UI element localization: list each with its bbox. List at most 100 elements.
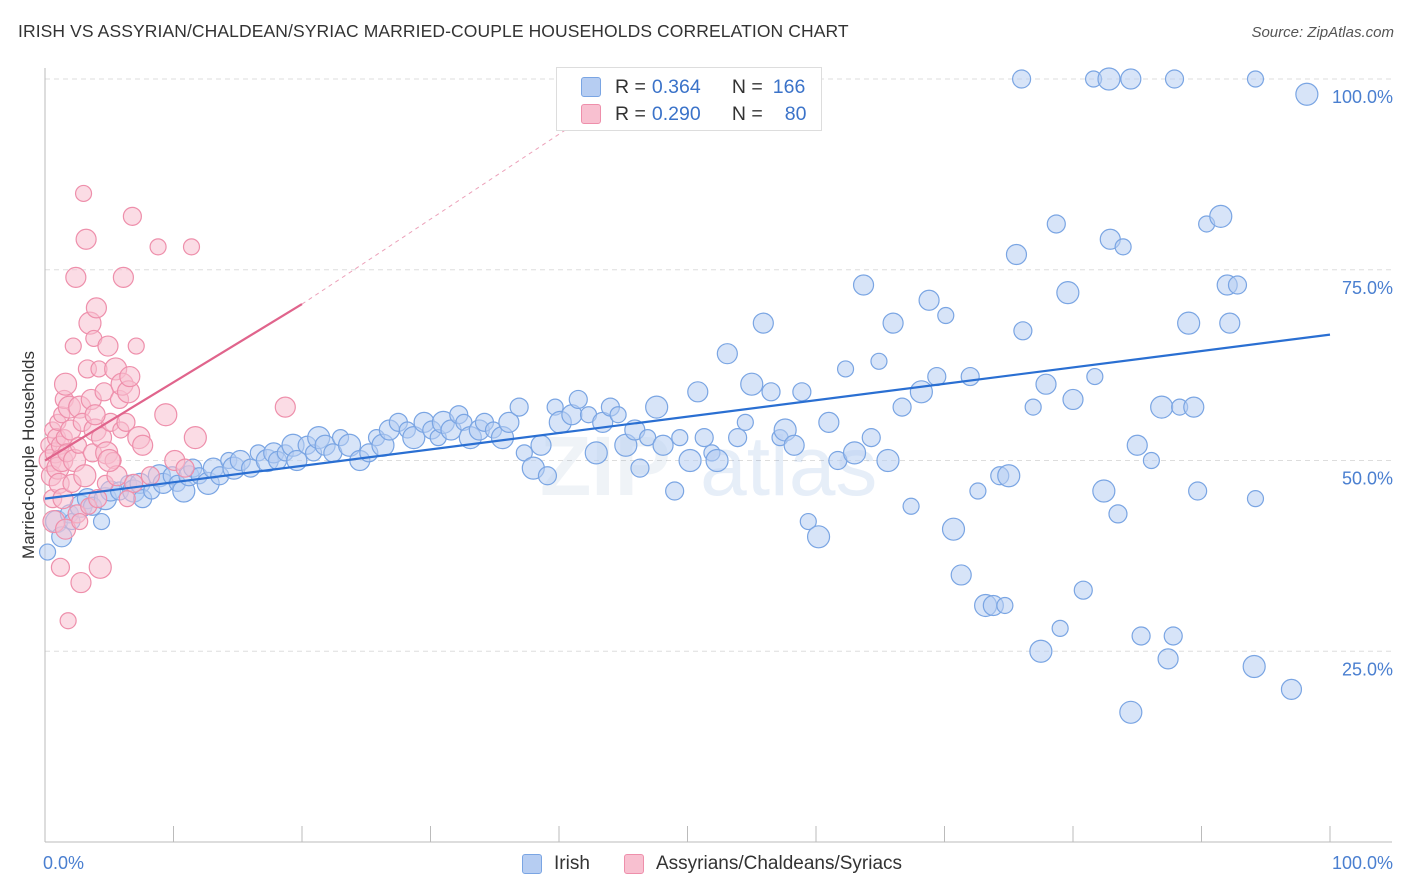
assyrian-point: [183, 426, 207, 450]
irish-point: [1035, 373, 1057, 395]
irish-point: [337, 433, 362, 457]
legend-row-irish: R = 0.364 N = 166: [581, 74, 805, 100]
grid-lines: [45, 78, 1392, 652]
irish-point: [1126, 434, 1148, 456]
irish-point: [639, 429, 657, 447]
irish-n-label: N =: [731, 75, 763, 98]
irish-point: [1227, 275, 1248, 295]
assyrian-point: [54, 518, 77, 540]
irish-point: [969, 482, 987, 500]
irish-point: [1209, 204, 1233, 228]
irish-r-label: R =: [615, 75, 646, 98]
irish-point: [1163, 626, 1183, 646]
irish-point: [799, 512, 817, 531]
irish-point: [1073, 580, 1093, 600]
assyrian-point: [88, 555, 112, 579]
irish-point: [870, 352, 888, 370]
legend-item-irish: Irish: [522, 852, 590, 876]
assyrian-point: [182, 238, 201, 256]
irish-point: [1164, 69, 1185, 89]
irish-n-value: 166: [772, 75, 806, 98]
irish-point: [927, 366, 947, 387]
y-tick-label: 50.0%: [1342, 469, 1393, 489]
assyrian-point: [122, 206, 142, 226]
assyrian-legend-label: Assyrians/Chaldeans/Syriacs: [656, 853, 903, 874]
irish-point: [1150, 395, 1174, 419]
assyrian-point: [64, 337, 82, 355]
irish-point: [882, 312, 904, 334]
assyrian-point: [127, 337, 145, 355]
tick-labels: 100.0% 75.0% 50.0% 25.0% 0.0% 100.0%: [43, 87, 1393, 873]
legend-row-assyrian: R = 0.290 N = 80: [581, 101, 806, 127]
irish-legend-swatch: [522, 854, 542, 874]
irish-point: [568, 389, 588, 410]
irish-point: [1157, 648, 1179, 670]
irish-point: [1029, 639, 1053, 663]
assyrian-point: [97, 448, 121, 473]
assyrian-point: [274, 396, 296, 418]
irish-point: [1119, 700, 1143, 724]
irish-point: [509, 397, 529, 417]
irish-point: [1046, 214, 1066, 234]
x-tick-label: 0.0%: [43, 853, 84, 873]
irish-point: [852, 274, 875, 296]
irish-point: [918, 289, 940, 311]
irish-point: [694, 428, 714, 448]
irish-point: [1242, 654, 1266, 679]
irish-point: [584, 441, 608, 465]
irish-r-value: 0.364: [651, 75, 701, 98]
irish-point: [1114, 238, 1132, 256]
irish-point: [1177, 311, 1201, 335]
irish-point: [960, 366, 980, 387]
assyrian-point: [50, 557, 71, 577]
assyrian-point: [112, 266, 134, 288]
irish-point: [1120, 68, 1142, 90]
irish-point: [861, 428, 881, 448]
irish-point: [1108, 504, 1128, 524]
assyrian-point: [85, 297, 108, 319]
legend-item-assyrian: Assyrians/Chaldeans/Syriacs: [624, 852, 902, 876]
assyrian-point: [84, 404, 106, 426]
assyrian-point: [154, 403, 178, 427]
assyrian-point: [73, 464, 97, 488]
assyrian-r-value: 0.290: [651, 102, 701, 125]
assyrian-n-label: N =: [731, 102, 763, 125]
irish-point: [902, 497, 920, 515]
irish-point: [1183, 396, 1205, 418]
irish-point: [937, 306, 955, 325]
irish-point: [1051, 619, 1069, 637]
irish-point: [1280, 678, 1303, 701]
assyrian-point: [59, 612, 77, 630]
assyrian-points: [38, 184, 296, 630]
irish-legend-label: Irish: [554, 853, 590, 874]
irish-point: [1246, 490, 1265, 508]
irish-point: [842, 441, 867, 465]
irish-point: [950, 564, 972, 586]
irish-point: [792, 382, 812, 402]
assyrian-point: [97, 335, 119, 357]
irish-point: [818, 411, 840, 433]
assyrian-r-label: R =: [615, 102, 646, 125]
irish-point: [752, 312, 774, 334]
assyrian-point: [74, 184, 93, 203]
irish-point: [1056, 281, 1080, 305]
irish-point: [609, 406, 627, 424]
assyrian-point: [71, 512, 89, 531]
irish-point: [671, 429, 689, 447]
irish-point: [1219, 312, 1241, 334]
assyrian-point: [70, 571, 92, 594]
irish-point: [1295, 82, 1319, 106]
irish-points: [38, 67, 1319, 724]
irish-point: [716, 343, 738, 365]
irish-point: [705, 448, 729, 473]
irish-point: [728, 428, 748, 448]
irish-point: [783, 434, 805, 456]
assyrian-trend-line: [44, 303, 303, 462]
irish-point: [1131, 626, 1151, 646]
irish-point: [1013, 321, 1033, 341]
irish-point: [402, 426, 426, 450]
irish-point: [498, 411, 520, 433]
irish-point: [630, 458, 650, 478]
irish-point: [1142, 451, 1160, 470]
